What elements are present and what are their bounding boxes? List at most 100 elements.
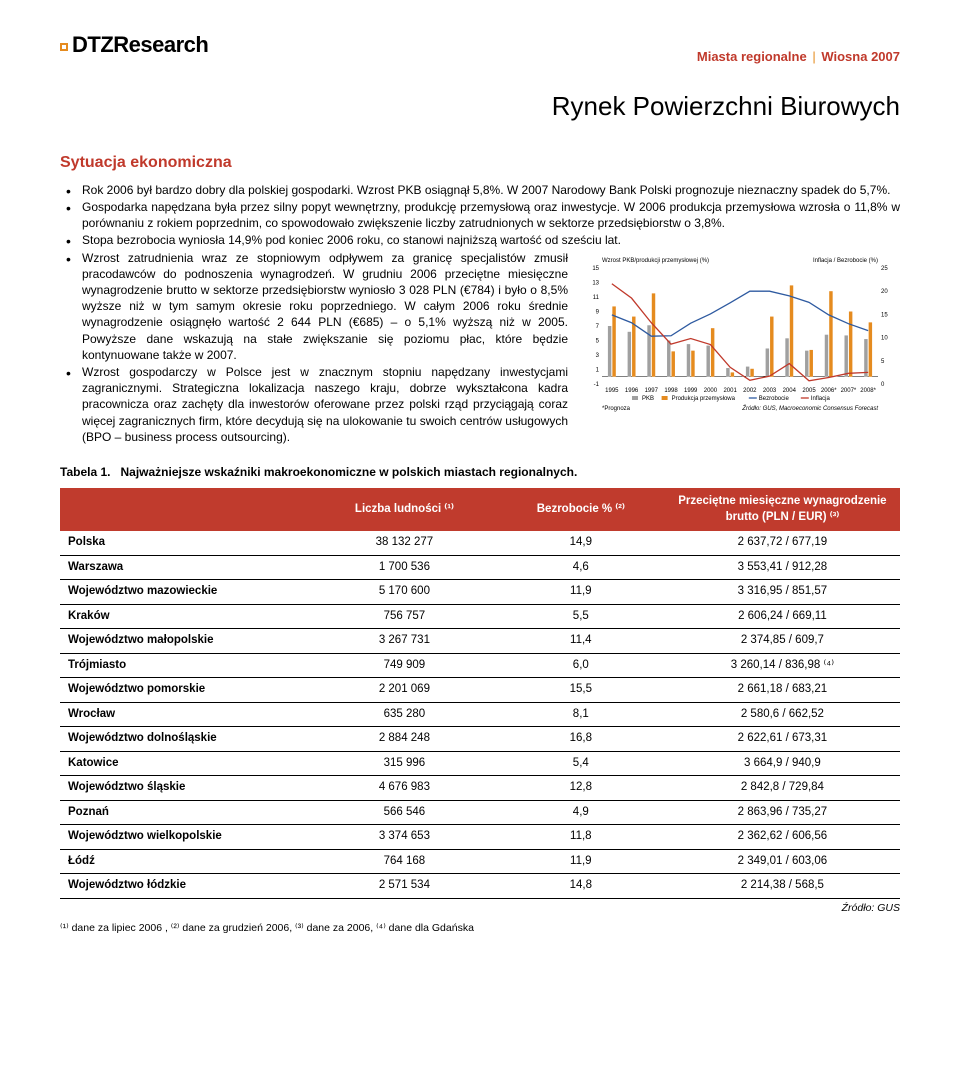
cell-label: Katowice (60, 751, 312, 776)
table-header-empty (60, 488, 312, 531)
cell-value: 2 201 069 (312, 678, 497, 703)
logo-suffix: Research (113, 32, 208, 57)
cell-value: 3 374 653 (312, 825, 497, 850)
svg-text:20: 20 (881, 289, 888, 295)
cell-value: 12,8 (497, 776, 665, 801)
list-item: Wzrost gospodarczy w Polsce jest w znacz… (60, 364, 900, 445)
cell-value: 16,8 (497, 727, 665, 752)
svg-text:15: 15 (881, 312, 888, 318)
cell-value: 1 700 536 (312, 555, 497, 580)
table-row: Województwo wielkopolskie3 374 65311,82 … (60, 825, 900, 850)
cell-value: 2 842,8 / 729,84 (665, 776, 900, 801)
bullet-text: Wzrost gospodarczy w Polsce jest w znacz… (82, 365, 568, 444)
table-row: Polska38 132 27714,92 637,72 / 677,19 (60, 531, 900, 555)
table-row: Katowice315 9965,43 664,9 / 940,9 (60, 751, 900, 776)
cell-value: 4,6 (497, 555, 665, 580)
svg-text:Inflacja / Bezrobocie (%): Inflacja / Bezrobocie (%) (813, 258, 878, 264)
cell-value: 11,8 (497, 825, 665, 850)
header-separator-icon: | (812, 49, 815, 64)
table-row: Województwo małopolskie3 267 73111,42 37… (60, 629, 900, 654)
table-row: Łódź764 16811,92 349,01 / 603,06 (60, 849, 900, 874)
table-row: Województwo śląskie4 676 98312,82 842,8 … (60, 776, 900, 801)
cell-value: 3 316,95 / 851,57 (665, 580, 900, 605)
logo-text: DTZResearch (72, 30, 208, 60)
cell-value: 8,1 (497, 702, 665, 727)
table-caption-text: Najważniejsze wskaźniki makroekonomiczne… (120, 465, 577, 479)
cell-value: 2 884 248 (312, 727, 497, 752)
header-left: Miasta regionalne (697, 49, 807, 64)
cell-label: Województwo małopolskie (60, 629, 312, 654)
cell-value: 2 580,6 / 662,52 (665, 702, 900, 727)
table-source: Źródło: GUS (60, 901, 900, 915)
cell-label: Trójmiasto (60, 653, 312, 678)
cell-value: 2 214,38 / 568,5 (665, 874, 900, 899)
logo-prefix: DTZ (72, 32, 113, 57)
table-header: Liczba ludności ⁽¹⁾ (312, 488, 497, 531)
cell-label: Województwo dolnośląskie (60, 727, 312, 752)
bullet-text: Rok 2006 był bardzo dobry dla polskiej g… (82, 183, 890, 197)
cell-value: 2 349,01 / 603,06 (665, 849, 900, 874)
list-item: Wzrost PKB/produkcji przemysłowej (%) Inf… (60, 250, 900, 363)
section-heading: Sytuacja ekonomiczna (60, 152, 900, 174)
svg-text:15: 15 (592, 266, 599, 272)
cell-value: 2 661,18 / 683,21 (665, 678, 900, 703)
logo-mark-icon (60, 43, 68, 51)
table-row: Trójmiasto749 9096,03 260,14 / 836,98 ⁽⁴… (60, 653, 900, 678)
table-caption: Tabela 1. Najważniejsze wskaźniki makroe… (60, 464, 900, 480)
cell-value: 3 260,14 / 836,98 ⁽⁴⁾ (665, 653, 900, 678)
list-item: Rok 2006 był bardzo dobry dla polskiej g… (60, 182, 900, 198)
table-body: Polska38 132 27714,92 637,72 / 677,19War… (60, 531, 900, 898)
cell-value: 749 909 (312, 653, 497, 678)
cell-label: Wrocław (60, 702, 312, 727)
svg-text:11: 11 (593, 295, 600, 301)
cell-value: 6,0 (497, 653, 665, 678)
header-right: Wiosna 2007 (821, 49, 900, 64)
table-header: Bezrobocie % ⁽²⁾ (497, 488, 665, 531)
cell-value: 14,9 (497, 531, 665, 555)
table-row: Województwo mazowieckie5 170 60011,93 31… (60, 580, 900, 605)
cell-value: 4 676 983 (312, 776, 497, 801)
cell-value: 2 863,96 / 735,27 (665, 800, 900, 825)
cell-value: 2 374,85 / 609,7 (665, 629, 900, 654)
bullet-text: Gospodarka napędzana była przez silny po… (82, 200, 900, 230)
cell-value: 566 546 (312, 800, 497, 825)
table-row: Kraków756 7575,52 606,24 / 669,11 (60, 604, 900, 629)
table-row: Województwo dolnośląskie2 884 24816,82 6… (60, 727, 900, 752)
content-body: Rok 2006 był bardzo dobry dla polskiej g… (60, 182, 900, 446)
table-row: Wrocław635 2808,12 580,6 / 662,52 (60, 702, 900, 727)
cell-value: 3 267 731 (312, 629, 497, 654)
cell-label: Warszawa (60, 555, 312, 580)
table-head: Liczba ludności ⁽¹⁾ Bezrobocie % ⁽²⁾ Prz… (60, 488, 900, 531)
cell-value: 11,9 (497, 580, 665, 605)
svg-text:25: 25 (881, 266, 888, 272)
cell-value: 4,9 (497, 800, 665, 825)
cell-label: Poznań (60, 800, 312, 825)
cell-value: 11,4 (497, 629, 665, 654)
cell-value: 2 362,62 / 606,56 (665, 825, 900, 850)
cell-label: Polska (60, 531, 312, 555)
cell-label: Województwo łódzkie (60, 874, 312, 899)
table-row: Województwo łódzkie2 571 53414,82 214,38… (60, 874, 900, 899)
svg-text:13: 13 (592, 280, 599, 286)
cell-value: 3 553,41 / 912,28 (665, 555, 900, 580)
bullet-list: Rok 2006 był bardzo dobry dla polskiej g… (60, 182, 900, 445)
table-row: Województwo pomorskie2 201 06915,52 661,… (60, 678, 900, 703)
cell-value: 5 170 600 (312, 580, 497, 605)
cell-label: Województwo śląskie (60, 776, 312, 801)
cell-value: 3 664,9 / 940,9 (665, 751, 900, 776)
cell-value: 2 637,72 / 677,19 (665, 531, 900, 555)
svg-text:Wzrost PKB/produkcji przemysło: Wzrost PKB/produkcji przemysłowej (%) (602, 258, 709, 264)
cell-value: 764 168 (312, 849, 497, 874)
cell-value: 2 606,24 / 669,11 (665, 604, 900, 629)
cell-label: Województwo pomorskie (60, 678, 312, 703)
cell-label: Województwo mazowieckie (60, 580, 312, 605)
cell-value: 315 996 (312, 751, 497, 776)
cell-value: 635 280 (312, 702, 497, 727)
cell-value: 2 622,61 / 673,31 (665, 727, 900, 752)
cell-value: 756 757 (312, 604, 497, 629)
cell-label: Kraków (60, 604, 312, 629)
cell-label: Łódź (60, 849, 312, 874)
cell-value: 5,4 (497, 751, 665, 776)
macro-table: Liczba ludności ⁽¹⁾ Bezrobocie % ⁽²⁾ Prz… (60, 488, 900, 899)
cell-value: 38 132 277 (312, 531, 497, 555)
